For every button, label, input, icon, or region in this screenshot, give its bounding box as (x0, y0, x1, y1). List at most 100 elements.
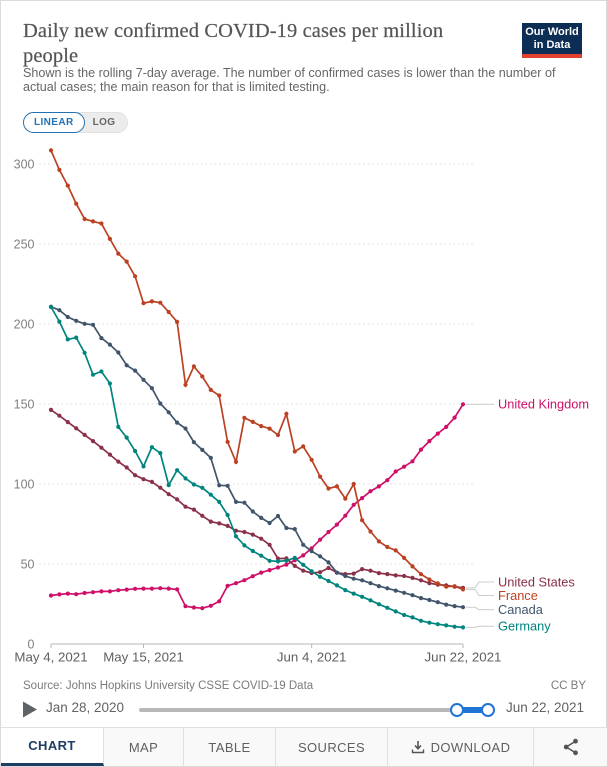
series-point (301, 444, 306, 449)
series-point (183, 476, 188, 481)
series-point (343, 573, 348, 579)
series-point (343, 588, 348, 593)
series-point (242, 500, 247, 505)
series-point (74, 426, 79, 431)
legend-label-canada[interactable]: Canada (498, 602, 544, 617)
timeline-selected-range[interactable] (457, 707, 489, 713)
series-point (318, 537, 323, 542)
tab-label-map: MAP (128, 739, 159, 755)
series-point (334, 583, 339, 588)
series-point (116, 251, 121, 256)
series-point (107, 342, 112, 347)
series-point (90, 590, 96, 595)
log-button[interactable]: LOG (85, 113, 127, 132)
series-point (90, 439, 96, 444)
series-point (292, 555, 297, 560)
tab-label-table: TABLE (208, 739, 251, 755)
timeline-start-date[interactable]: Jan 28, 2020 (46, 700, 125, 715)
series-point (175, 420, 180, 425)
y-axis-label: 250 (14, 238, 35, 252)
series-point (124, 363, 129, 368)
series-point (107, 381, 112, 386)
series-point (393, 548, 398, 553)
tab-chart[interactable]: CHART (1, 728, 104, 766)
line-chart[interactable]: 0 50 100 150 200 250 300 May 4, 2021 May 15, 202… (1, 141, 607, 677)
series-point (284, 558, 289, 563)
series-point (141, 377, 146, 382)
series-point (175, 468, 180, 473)
license-note[interactable]: CC BY (550, 680, 586, 692)
series-point (410, 575, 415, 580)
series-point (452, 604, 457, 609)
series-point (242, 415, 247, 420)
tab-share[interactable] (534, 728, 607, 766)
series-point (267, 558, 272, 563)
timeline-handle-start[interactable] (450, 703, 464, 717)
series-point (141, 586, 146, 591)
series-point (326, 578, 331, 584)
series-point (149, 445, 154, 450)
owid-logo[interactable]: Our World in Data (522, 23, 582, 58)
series-point (133, 368, 138, 373)
series-point (74, 592, 79, 597)
series-point (183, 504, 188, 509)
series-line-france (50, 150, 464, 591)
tab-map[interactable]: MAP (104, 728, 184, 766)
timeline-end-date[interactable]: Jun 22, 2021 (506, 700, 585, 715)
legend-label-germany[interactable]: Germany (498, 619, 551, 634)
series-point (318, 554, 323, 559)
legend-label-united-states[interactable]: United States (498, 574, 575, 589)
series-point (133, 473, 138, 478)
series-point (427, 597, 432, 603)
series-point (259, 424, 264, 429)
tab-table[interactable]: TABLE (184, 728, 276, 766)
series-point (191, 440, 196, 445)
series-point (90, 372, 96, 377)
series-point (217, 599, 222, 604)
series-point (217, 521, 222, 526)
series-point (82, 590, 87, 596)
tab-sources[interactable]: SOURCES (276, 728, 388, 766)
series-point (124, 435, 129, 440)
series-point (65, 314, 70, 320)
series-point (57, 167, 62, 172)
series-line-united-states (50, 409, 464, 589)
series-point (385, 586, 390, 591)
timeline-control: Jan 28, 2020 Jun 22, 2021 (1, 697, 607, 723)
timeline-handle-end[interactable] (481, 703, 495, 717)
timeline-track[interactable] (139, 703, 495, 717)
series-point (250, 574, 255, 579)
series-point (124, 465, 129, 470)
series-point (360, 578, 365, 583)
series-point (301, 553, 306, 558)
series-point (191, 364, 196, 369)
series-point (376, 584, 381, 589)
series-point (351, 571, 356, 576)
series-point (275, 559, 281, 564)
series-point (267, 520, 272, 526)
series-point (107, 236, 112, 241)
source-note[interactable]: Source: Johns Hopkins University CSSE CO… (23, 680, 314, 692)
series-point (360, 518, 365, 523)
series-point (402, 612, 407, 618)
series-point (200, 513, 205, 518)
series-point (267, 568, 272, 573)
series-point (225, 483, 230, 488)
legend-label-france[interactable]: France (498, 588, 538, 603)
series-point (267, 542, 272, 547)
series-point (166, 309, 171, 315)
series-point (301, 542, 306, 547)
series-point (82, 350, 87, 355)
legend-label-united-kingdom[interactable]: United Kingdom (498, 397, 589, 412)
series-point (418, 572, 424, 577)
series-point (284, 525, 289, 531)
play-icon[interactable] (21, 700, 39, 719)
linear-button[interactable]: LINEAR (23, 112, 85, 133)
series-point (368, 489, 373, 494)
series-point (191, 605, 196, 610)
series-point (334, 570, 339, 575)
series-point (435, 622, 440, 627)
tab-download[interactable]: DOWNLOAD (388, 728, 534, 766)
series-point (275, 565, 281, 570)
series-point (427, 577, 432, 582)
